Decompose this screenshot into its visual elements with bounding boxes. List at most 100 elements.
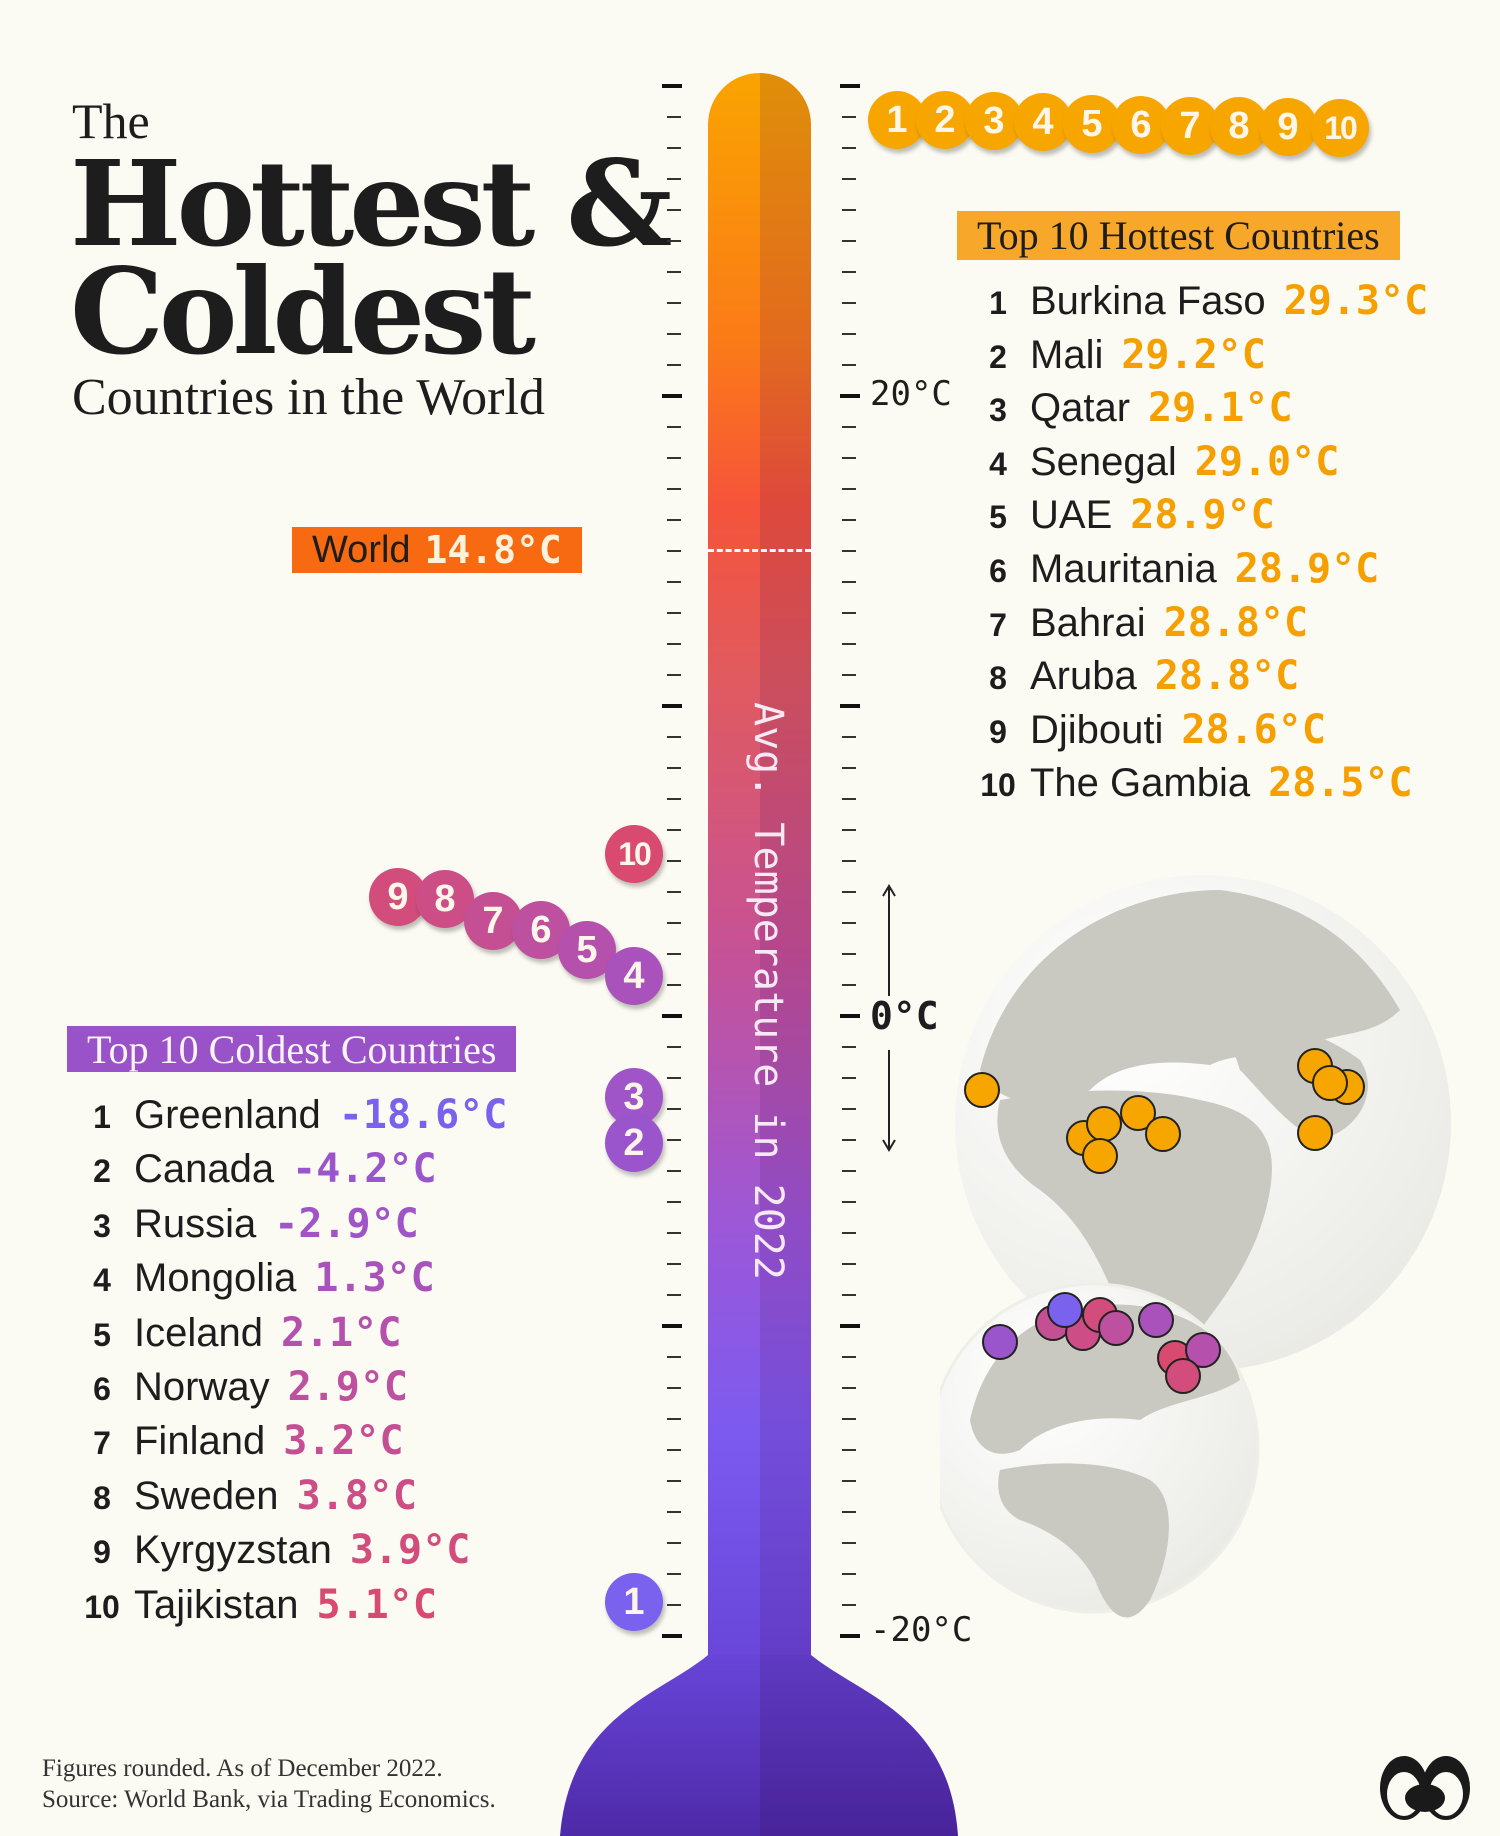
temperature-value: 28.5°C	[1268, 760, 1413, 807]
right-scale-tick	[842, 1542, 856, 1544]
list-item: 10 The Gambia 28.5°C	[976, 760, 1413, 807]
hot-marker-4: 4	[1014, 93, 1072, 151]
temperature-value: 29.0°C	[1194, 438, 1340, 485]
right-scale-tick	[842, 860, 856, 862]
label-minus20c: -20°C	[870, 1610, 973, 1650]
right-scale-tick	[842, 1604, 856, 1606]
map-dot-hot	[1082, 1138, 1118, 1174]
right-scale-tick	[842, 550, 856, 552]
rank-number: 6	[93, 1371, 111, 1407]
left-scale-tick	[667, 1170, 681, 1172]
left-scale-tick	[667, 1046, 681, 1048]
title-line-2: Coldest	[70, 242, 536, 381]
right-scale-tick	[842, 519, 856, 521]
right-scale-tick	[842, 1139, 856, 1141]
right-scale-tick	[842, 1077, 856, 1079]
right-scale-tick	[842, 1387, 856, 1389]
list-item: 1 Burkina Faso 29.3°C	[976, 278, 1428, 324]
list-item: 3 Qatar 29.1°C	[976, 385, 1292, 431]
left-scale-tick	[667, 736, 681, 738]
left-scale-tick	[662, 1014, 682, 1018]
left-scale-tick	[667, 209, 681, 211]
map-dot-cold	[982, 1324, 1018, 1360]
left-scale-tick	[667, 178, 681, 180]
left-scale-tick	[667, 1356, 681, 1358]
cold-marker-3: 3	[605, 1068, 663, 1126]
left-scale-tick	[667, 674, 681, 676]
footnote: Figures rounded. As of December 2022.	[42, 1755, 443, 1782]
list-item: 9 Djibouti 28.6°C	[976, 707, 1326, 753]
temperature-value: 28.9°C	[1234, 546, 1380, 592]
cold-marker-10: 10	[605, 825, 663, 883]
right-scale-tick	[842, 674, 856, 676]
left-scale-tick	[667, 1418, 681, 1420]
rank-number: 5	[989, 499, 1007, 536]
right-scale-tick	[842, 767, 856, 769]
list-item: 5 UAE 28.9°C	[976, 492, 1275, 538]
world-badge: World 14.8°C	[292, 527, 582, 573]
country-name: Canada	[134, 1147, 275, 1192]
right-scale-tick	[842, 922, 856, 924]
list-item: 10 Tajikistan 5.1°C	[80, 1582, 437, 1628]
country-name: Qatar	[1030, 386, 1131, 431]
country-name: Finland	[134, 1419, 266, 1464]
left-scale-tick	[667, 767, 681, 769]
left-scale-tick	[667, 1201, 681, 1203]
map-dot-cold	[1138, 1302, 1174, 1338]
rank-number: 3	[989, 392, 1007, 429]
list-item: 2 Mali 29.2°C	[976, 332, 1266, 378]
map-dot-hot	[1086, 1106, 1122, 1142]
left-scale-tick	[667, 1449, 681, 1451]
right-scale-tick	[842, 178, 856, 180]
left-scale-tick	[667, 1108, 681, 1110]
right-scale-tick	[842, 1108, 856, 1110]
left-scale-tick	[667, 1139, 681, 1141]
map-dot-hot	[1145, 1116, 1181, 1152]
country-name: Senegal	[1030, 439, 1177, 484]
title-the: The	[72, 93, 150, 149]
cold-marker-4: 4	[605, 947, 663, 1005]
list-item: 6 Norway 2.9°C	[80, 1364, 408, 1410]
range-arrow-icon	[882, 884, 896, 1152]
rank-number: 10	[84, 1588, 120, 1625]
world-average-line	[708, 549, 811, 552]
left-scale-tick	[667, 1294, 681, 1296]
right-scale-tick	[842, 426, 856, 428]
left-scale-tick	[667, 829, 681, 831]
left-scale-tick	[667, 643, 681, 645]
right-scale-tick	[842, 240, 856, 242]
list-item: 6 Mauritania 28.9°C	[976, 546, 1379, 592]
map-dot-cold	[1165, 1358, 1201, 1394]
list-item: 5 Iceland 2.1°C	[80, 1310, 401, 1356]
country-name: Sweden	[134, 1473, 279, 1518]
left-scale-tick	[667, 1604, 681, 1606]
globe-hottest	[955, 875, 1451, 1371]
right-scale-tick	[842, 1201, 856, 1203]
right-scale-tick	[842, 333, 856, 335]
hot-marker-3: 3	[965, 92, 1023, 150]
right-scale-tick	[842, 116, 856, 118]
temperature-value: 5.1°C	[316, 1581, 437, 1628]
temperature-value: 28.6°C	[1181, 706, 1326, 753]
left-scale-tick	[667, 271, 681, 273]
left-scale-tick	[667, 1480, 681, 1482]
left-scale-tick	[667, 426, 681, 428]
left-scale-tick	[667, 1263, 681, 1265]
left-scale-tick	[667, 922, 681, 924]
left-scale-tick	[667, 612, 681, 614]
right-scale-tick	[842, 1418, 856, 1420]
left-scale-tick	[667, 984, 681, 986]
map-dot-hot	[1297, 1115, 1333, 1151]
temperature-value: 29.2°C	[1121, 331, 1266, 378]
map-dot-hot	[1312, 1065, 1348, 1101]
left-scale-tick	[667, 1511, 681, 1513]
right-scale-tick	[842, 209, 856, 211]
right-scale-tick	[840, 1634, 860, 1638]
left-scale-tick	[667, 1573, 681, 1575]
temperature-value: -4.2°C	[292, 1146, 437, 1193]
temperature-value: 29.3°C	[1283, 278, 1429, 324]
temperature-value: -2.9°C	[274, 1200, 419, 1247]
hot-marker-8: 8	[1210, 97, 1268, 155]
left-scale-tick	[662, 84, 682, 88]
country-name: Mongolia	[134, 1256, 297, 1301]
